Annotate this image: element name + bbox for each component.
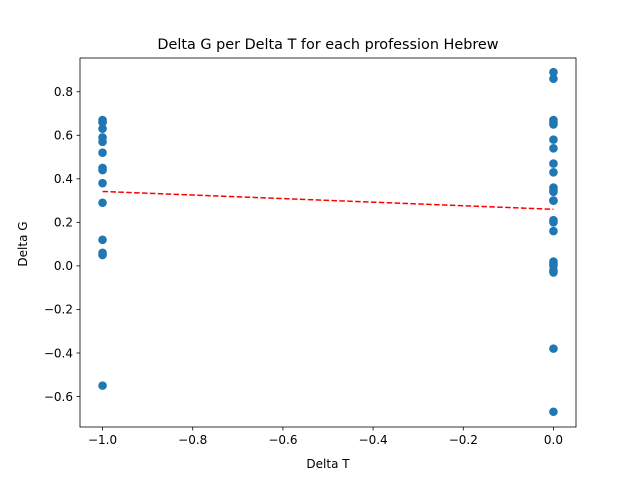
data-point [549,268,558,277]
data-point [549,74,558,83]
data-point [98,235,107,245]
y-tick-label: −0.2 [44,303,73,317]
x-axis-title: Delta T [306,457,350,471]
x-tick-label: −0.4 [359,433,388,447]
data-point [549,120,558,129]
data-point [98,198,107,208]
x-tick-label: −0.6 [268,433,297,447]
data-point [549,196,558,205]
x-tick-label: −0.2 [449,433,478,447]
plot-area [79,57,577,428]
y-tick-label: 0.0 [54,259,73,273]
y-tick-label: 0.4 [54,172,73,186]
y-axis-title: Delta G [16,221,30,266]
data-point [549,144,558,153]
data-point [549,187,558,197]
data-point [98,137,107,147]
data-point [98,124,107,134]
data-point [98,148,107,157]
data-point [549,67,558,77]
data-point [98,250,107,260]
data-point [98,178,107,188]
y-tick-label: 0.2 [54,216,73,230]
plot-frame [79,57,577,428]
data-point [549,218,558,227]
data-point [549,167,558,177]
y-tick-label: −0.6 [44,390,73,404]
y-axis: −0.6 −0.4 −0.2 0.0 0.2 0.4 0.6 0.8 [44,85,80,404]
data-point [549,344,558,353]
data-point [549,135,558,144]
y-tick-label: 0.8 [54,85,73,99]
x-axis: −1.0 −0.8 −0.6 −0.4 −0.2 0.0 [88,427,563,447]
trend-line [102,190,554,211]
data-point [549,226,558,236]
data-point [549,407,558,417]
y-tick-label: −0.4 [44,346,73,360]
data-point [98,165,107,175]
chart-title: Delta G per Delta T for each profession … [157,37,498,53]
data-point [549,159,558,168]
x-tick-label: −0.8 [178,433,207,447]
x-tick-label: −1.0 [88,433,117,447]
x-tick-label: 0.0 [544,433,563,447]
y-tick-label: 0.6 [54,129,73,143]
data-point [98,381,107,390]
data-point [98,117,107,127]
